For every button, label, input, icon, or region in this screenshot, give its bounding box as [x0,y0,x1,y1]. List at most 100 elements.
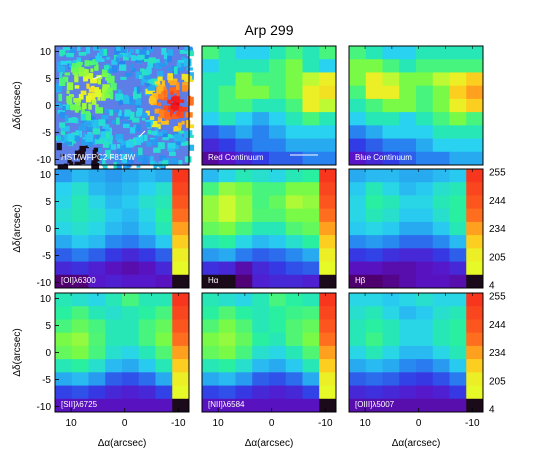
hst-image-pixel [157,76,163,81]
hst-image-pixel [129,48,135,53]
hst-image-pixel [74,105,79,113]
heatmap-cell [88,208,106,223]
hst-image-pixel [167,99,172,104]
heatmap-cell [319,195,337,210]
heatmap-cell [88,332,106,347]
heatmap-cell [235,221,253,236]
hst-image-pixel [63,163,69,171]
heatmap-cell [466,98,484,113]
hst-image-pixel [145,156,153,160]
hst-image-pixel [91,99,97,105]
heatmap-cell [202,221,220,236]
heatmap-cell [235,85,253,100]
heatmap-cell [416,125,434,139]
hst-image-pixel [126,157,134,164]
heatmap-cell [382,235,400,249]
hst-image-pixel [80,123,84,130]
hst-image-pixel [115,56,120,63]
heatmap-cell [269,112,287,126]
heatmap-cell [55,319,73,334]
heatmap-cell [349,221,367,236]
heatmap-cell [172,319,190,334]
hst-image-pixel [86,126,93,132]
hst-image-pixel [157,116,163,123]
heatmap-cell [55,248,73,262]
heatmap-cell [122,208,140,223]
hst-image-pixel [67,158,72,164]
hst-image-pixel [103,119,109,123]
hst-image-pixel [99,49,104,56]
heatmap-cell [399,261,417,276]
hst-image-pixel [59,78,66,86]
heatmap-cell [449,332,467,347]
x-axis-label: Δα(arcsec) [245,438,294,449]
hst-image-pixel [150,120,158,128]
hst-image-pixel [144,58,152,62]
hst-image-pixel [173,126,181,132]
heatmap-cell [218,85,236,100]
panel-frame [201,292,337,413]
heatmap-cell [269,398,287,413]
heatmap-cell [416,151,434,166]
hst-image-pixel [76,57,82,63]
hst-image-pixel [134,92,142,99]
heatmap-cell [122,235,140,249]
heatmap-cell [349,306,367,320]
heatmap-cell [235,385,253,400]
hst-image-pixel [136,155,143,162]
colorbar-tick-label: 255 [489,168,506,179]
heatmap-cell [382,261,400,276]
heatmap-cell [202,85,220,100]
hst-image-pixel [100,131,107,139]
hst-image-pixel [151,130,158,136]
heatmap-cell [269,319,287,334]
hst-image-pixel [109,140,113,145]
hst-image-pixel [80,151,85,158]
heatmap-cell [365,293,383,307]
heatmap-cell [252,98,270,113]
heatmap-cell [235,345,253,360]
heatmap-cell [349,248,367,262]
hst-image-pixel [85,112,91,121]
heatmap-cell [432,306,450,320]
hst-image-pixel [103,136,109,145]
heatmap-cell [302,182,320,196]
heatmap-cell [155,274,173,289]
heatmap-cell [235,182,253,196]
hst-image-pixel [137,54,145,60]
heatmap-cell [138,261,156,276]
heatmap-cell [432,182,450,196]
heatmap-cell [399,138,417,153]
hst-image-pixel [119,64,127,71]
heatmap-cell [88,306,106,320]
heatmap-cell [365,345,383,360]
heatmap-cell [382,85,400,100]
hst-image-pixel [64,72,70,76]
heatmap-cell [252,169,270,183]
heatmap-cell [285,46,303,60]
heatmap-cell [88,182,106,196]
x-tick-label: 0 [416,418,422,429]
hst-image-pixel [122,55,129,61]
heatmap-cell [432,332,450,347]
panel-label: [NII]λ6584 [208,400,245,409]
heatmap-cell [172,182,190,196]
heatmap-cell [269,138,287,153]
hst-image-pixel [136,86,141,94]
hst-image-pixel [66,60,72,64]
hst-image-pixel [138,147,143,156]
y-tick-label: -5 [42,375,51,386]
heatmap-cell [466,59,484,73]
hst-image-pixel [118,89,122,94]
heatmap-cell [269,46,287,60]
heatmap-cell [302,248,320,262]
heatmap-cell [302,98,320,113]
hst-image-pixel [130,55,136,61]
hst-image-pixel [72,69,79,75]
heatmap-cell [382,221,400,236]
hst-image-pixel [107,135,113,141]
hst-image-pixel [148,57,156,64]
heatmap-cell [365,138,383,153]
y-tick-label: 0 [45,348,51,359]
heatmap-cell [155,261,173,276]
